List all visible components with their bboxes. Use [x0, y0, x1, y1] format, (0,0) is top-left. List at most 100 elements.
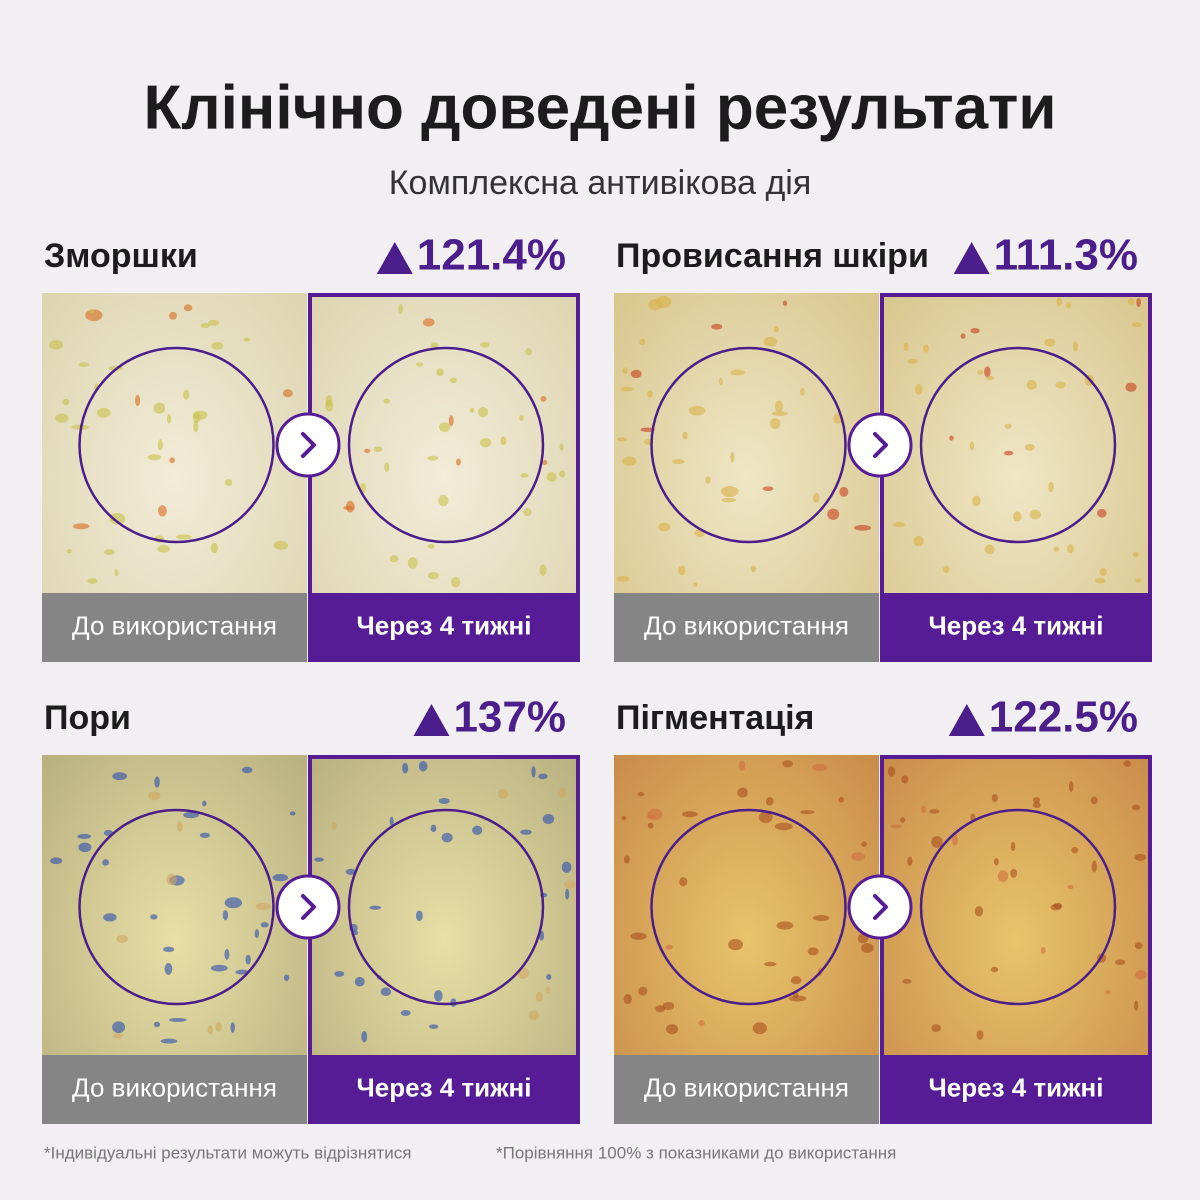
panel-label: Зморшки: [44, 237, 198, 275]
arrow-chevron: [301, 432, 316, 458]
skin-spot: [325, 395, 333, 407]
skin-spot: [1010, 841, 1016, 852]
skin-spot: [546, 973, 552, 980]
skin-spot: [208, 319, 220, 326]
skin-spot: [719, 377, 724, 386]
skin-spot: [890, 824, 902, 829]
skin-spot: [893, 522, 906, 528]
skin-spot: [153, 1021, 161, 1028]
skin-spot: [974, 906, 984, 917]
skin-spot: [545, 986, 551, 995]
after-label: Через 4 тижні: [357, 1072, 532, 1102]
skin-spot: [497, 788, 509, 799]
skin-spot: [112, 1021, 126, 1034]
skin-spot: [1040, 947, 1046, 954]
skin-spot: [78, 362, 90, 367]
skin-spot: [103, 913, 117, 922]
skin-spot: [1091, 860, 1097, 873]
skin-spot: [1090, 796, 1098, 805]
skin-spot: [345, 500, 355, 513]
skin-spot: [438, 494, 449, 507]
skin-spot: [807, 947, 819, 956]
skin-spot: [153, 402, 166, 414]
skin-spot: [647, 822, 654, 829]
skin-spot: [1134, 853, 1146, 861]
skin-spot: [630, 932, 647, 940]
skin-spot: [166, 873, 177, 886]
skin-spot: [450, 576, 461, 588]
skin-spot: [901, 775, 909, 784]
skin-spot: [616, 575, 630, 582]
skin-spot: [224, 479, 233, 486]
before-band: [42, 593, 307, 662]
skin-spot: [148, 791, 161, 801]
skin-spot: [621, 815, 627, 821]
after-label: Через 4 тижні: [929, 1072, 1104, 1102]
focus-circle: [347, 346, 545, 544]
skin-spot: [66, 548, 72, 554]
skin-spot: [1032, 802, 1041, 809]
change-value: 121.4%: [417, 231, 566, 280]
skin-spot: [427, 455, 439, 461]
skin-spot: [363, 448, 371, 453]
skin-spot: [788, 995, 807, 1002]
skin-spot: [969, 441, 975, 451]
skin-spot: [907, 856, 913, 867]
skin-spot: [455, 458, 461, 466]
skin-spot: [838, 796, 845, 803]
skin-spot: [800, 809, 815, 815]
skin-spot: [528, 1010, 539, 1021]
skin-spot: [434, 990, 443, 1002]
skin-spot: [638, 986, 648, 996]
skin-spot: [538, 773, 548, 780]
skin-spot: [1044, 338, 1056, 347]
skin-spot: [525, 347, 532, 356]
skin-spot: [693, 582, 698, 587]
skin-spot: [520, 473, 529, 478]
skin-spot: [523, 507, 532, 517]
focus-circle: [650, 346, 847, 544]
skin-spot: [222, 910, 229, 921]
skin-spot: [721, 497, 737, 503]
skin-spot: [839, 486, 849, 497]
skin-spot: [765, 796, 774, 806]
skin-spot: [1136, 297, 1142, 308]
before-band: [614, 593, 879, 662]
before-label: До використання: [644, 1072, 849, 1102]
skin-spot: [887, 766, 896, 777]
skin-spot: [658, 522, 671, 532]
skin-spot: [1029, 509, 1041, 520]
skin-spot: [369, 905, 382, 910]
skin-spot: [698, 1019, 705, 1027]
skin-spot: [1026, 379, 1037, 390]
skin-spot: [380, 987, 392, 996]
skin-spot: [114, 569, 119, 577]
skin-spot: [662, 1001, 675, 1011]
skin-spot: [210, 542, 219, 554]
skin-spot: [762, 486, 774, 492]
skin-spot: [273, 540, 289, 550]
focus-circle: [78, 808, 275, 1006]
skin-spot: [737, 787, 748, 798]
after-frame: [880, 755, 1152, 1124]
before-band: [614, 1055, 879, 1124]
skin-spot: [1131, 804, 1141, 811]
skin-spot: [800, 387, 805, 396]
skin-spot: [790, 976, 802, 985]
skin-spot: [771, 411, 788, 416]
up-triangle: [948, 704, 985, 736]
skin-spot: [991, 794, 998, 803]
skin-spot: [647, 390, 653, 398]
skin-spot: [914, 383, 923, 395]
focus-circle: [919, 808, 1117, 1006]
after-band: [308, 593, 580, 662]
before-band: [42, 1055, 307, 1124]
skin-spot: [620, 386, 634, 392]
skin-spot: [1056, 297, 1063, 307]
skin-spot: [679, 877, 688, 887]
skin-spot: [427, 571, 439, 580]
skin-spot: [1073, 341, 1079, 352]
skin-spot: [1053, 546, 1060, 552]
skin-spot: [96, 407, 111, 418]
focus-circle: [919, 346, 1117, 544]
